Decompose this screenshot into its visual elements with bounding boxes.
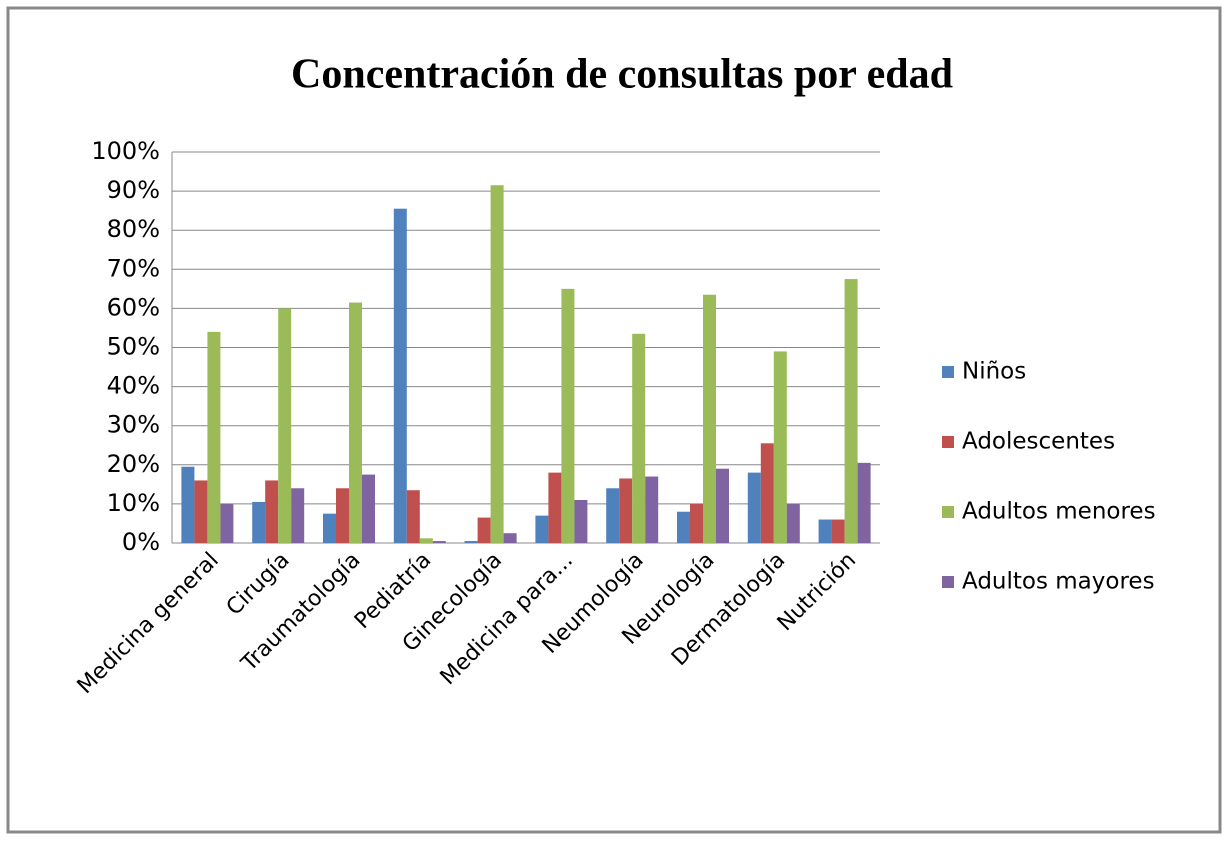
bar bbox=[619, 478, 633, 543]
bar bbox=[690, 503, 703, 543]
bar bbox=[645, 476, 659, 543]
bar bbox=[362, 474, 375, 543]
bar bbox=[220, 503, 234, 543]
chart-title: Concentración de consultas por edad bbox=[291, 52, 953, 98]
bar bbox=[760, 443, 774, 543]
bar bbox=[181, 466, 195, 543]
bar bbox=[606, 488, 620, 543]
bar bbox=[252, 501, 266, 543]
bar bbox=[419, 538, 433, 543]
legend-label: Adolescentes bbox=[962, 429, 1115, 455]
bar bbox=[207, 331, 221, 543]
bar bbox=[574, 499, 588, 543]
bar bbox=[773, 351, 787, 543]
bar bbox=[561, 288, 575, 543]
bar bbox=[503, 533, 517, 543]
y-tick-label: 80% bbox=[107, 215, 160, 243]
bar bbox=[490, 185, 504, 544]
bar bbox=[844, 279, 858, 543]
y-tick-label: 70% bbox=[107, 254, 160, 282]
legend-swatch bbox=[942, 576, 954, 588]
bar bbox=[349, 302, 362, 543]
bar bbox=[857, 462, 871, 543]
y-tick-label: 50% bbox=[107, 333, 160, 361]
bar bbox=[548, 472, 562, 543]
chart-frame bbox=[6, 6, 1222, 834]
legend-swatch bbox=[942, 366, 954, 378]
y-tick-label: 40% bbox=[107, 372, 160, 400]
bar bbox=[535, 515, 549, 543]
legend-swatch bbox=[942, 506, 954, 518]
bar bbox=[393, 208, 407, 543]
y-tick-label: 90% bbox=[107, 176, 160, 204]
y-tick-label: 10% bbox=[107, 489, 160, 517]
legend-label: Niños bbox=[962, 359, 1026, 385]
bar bbox=[477, 517, 491, 543]
bar bbox=[677, 511, 690, 543]
y-tick-label: 20% bbox=[107, 450, 160, 478]
bar bbox=[632, 333, 646, 543]
bar bbox=[432, 541, 446, 543]
bar bbox=[703, 294, 716, 543]
bar bbox=[323, 513, 336, 543]
legend-swatch bbox=[942, 436, 954, 448]
bar bbox=[336, 488, 349, 543]
bar bbox=[464, 541, 478, 543]
bar bbox=[747, 472, 761, 543]
bar bbox=[194, 480, 208, 543]
y-tick-label: 30% bbox=[107, 411, 160, 439]
y-tick-label: 60% bbox=[107, 293, 160, 321]
bar bbox=[291, 488, 305, 543]
legend-label: Adultos mayores bbox=[962, 569, 1155, 595]
bar bbox=[265, 480, 279, 543]
bar bbox=[831, 519, 845, 543]
bar bbox=[406, 490, 420, 543]
bar bbox=[818, 519, 832, 543]
y-tick-label: 100% bbox=[91, 137, 160, 165]
bar bbox=[786, 503, 800, 543]
bar bbox=[716, 468, 729, 543]
legend-label: Adultos menores bbox=[962, 499, 1156, 525]
y-tick-label: 0% bbox=[122, 528, 160, 556]
bar bbox=[278, 308, 292, 543]
